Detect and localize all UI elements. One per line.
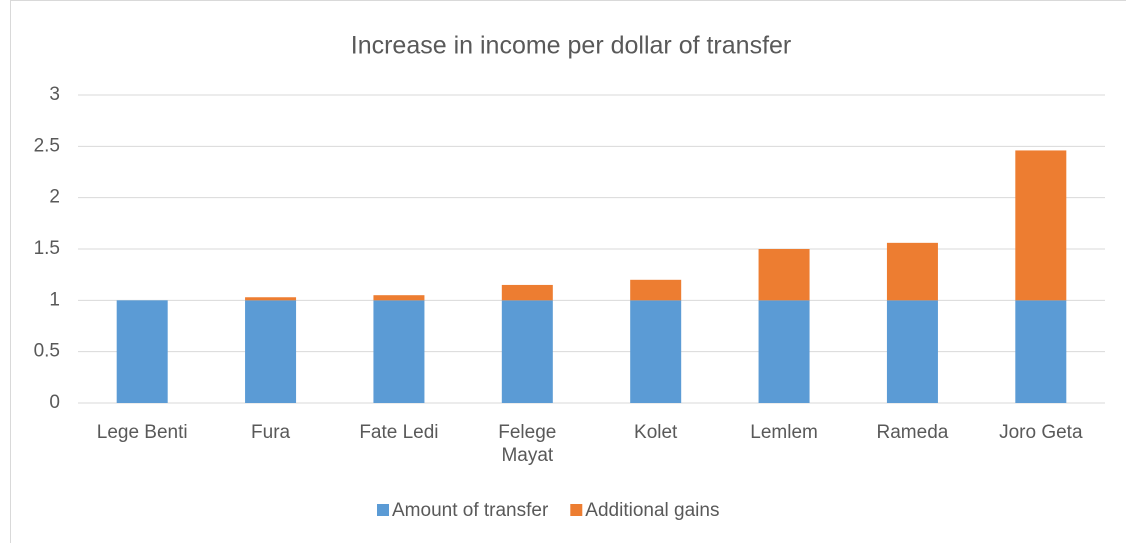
legend-label: Amount of transfer — [392, 500, 549, 521]
y-tick-label: 0 — [49, 392, 60, 413]
x-tick-label: Joro Geta — [999, 422, 1083, 443]
x-tick-label: Felege Mayat — [498, 422, 557, 466]
bar-segment — [501, 300, 553, 403]
bar-segment — [758, 300, 810, 403]
x-tick-label: Rameda — [876, 422, 949, 443]
bar-segment — [758, 249, 810, 301]
bar-segment — [886, 300, 938, 403]
bar-segment — [886, 242, 938, 301]
bar-segment — [245, 297, 297, 301]
bar-segment — [1015, 150, 1067, 301]
y-tick-label: 3 — [49, 84, 60, 105]
y-tick-label: 1.5 — [34, 238, 60, 259]
bar-segment — [501, 284, 553, 301]
legend-swatch — [570, 504, 583, 516]
x-tick-label: Kolet — [634, 422, 678, 443]
y-tick-label: 1 — [49, 289, 60, 310]
bar-segment — [373, 300, 425, 403]
y-tick-label: 2 — [49, 187, 60, 208]
legend-label: Additional gains — [585, 500, 719, 521]
bar-segment — [245, 300, 297, 403]
x-tick-label: Fate Ledi — [359, 422, 439, 443]
y-tick-label: 0.5 — [34, 341, 60, 362]
chart-title: Increase in income per dollar of transfe… — [351, 32, 792, 60]
bar-segment — [373, 295, 425, 301]
x-tick-label: Lemlem — [750, 422, 818, 443]
bar-segment — [630, 300, 682, 403]
x-tick-label: Fura — [251, 422, 291, 443]
legend-swatch — [377, 504, 389, 516]
chart-border — [10, 0, 1126, 543]
bar-segment — [1015, 300, 1067, 403]
x-tick-label: Lege Benti — [96, 422, 188, 443]
y-tick-label: 2.5 — [34, 135, 60, 156]
bar-segment — [116, 300, 168, 403]
bar-segment — [630, 279, 682, 301]
